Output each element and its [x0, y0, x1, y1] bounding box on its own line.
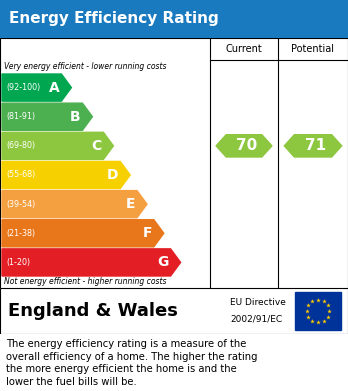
Text: G: G [157, 255, 168, 269]
Text: Current: Current [226, 44, 262, 54]
Polygon shape [284, 135, 342, 157]
Text: (92-100): (92-100) [6, 83, 40, 92]
Polygon shape [216, 135, 272, 157]
Polygon shape [2, 249, 181, 276]
Text: A: A [49, 81, 60, 95]
Text: 70: 70 [236, 138, 258, 153]
Bar [295, 292, 341, 330]
Text: F: F [142, 226, 152, 240]
Text: 2002/91/EC: 2002/91/EC [230, 315, 282, 324]
Text: D: D [107, 168, 118, 182]
Text: EU Directive: EU Directive [230, 298, 286, 307]
Text: (21-38): (21-38) [6, 229, 35, 238]
Text: England & Wales: England & Wales [8, 302, 178, 320]
Polygon shape [2, 161, 130, 188]
Text: Not energy efficient - higher running costs: Not energy efficient - higher running co… [4, 277, 166, 286]
Text: the more energy efficient the home is and the: the more energy efficient the home is an… [6, 364, 237, 375]
Text: B: B [70, 110, 80, 124]
Text: lower the fuel bills will be.: lower the fuel bills will be. [6, 377, 137, 387]
Text: Very energy efficient - lower running costs: Very energy efficient - lower running co… [4, 62, 166, 71]
Text: C: C [91, 139, 101, 153]
Polygon shape [2, 74, 71, 101]
Polygon shape [2, 103, 93, 130]
Polygon shape [2, 132, 113, 160]
Text: 71: 71 [306, 138, 326, 153]
Text: (39-54): (39-54) [6, 200, 35, 209]
Text: (69-80): (69-80) [6, 142, 35, 151]
Text: overall efficiency of a home. The higher the rating: overall efficiency of a home. The higher… [6, 352, 258, 362]
Text: (55-68): (55-68) [6, 170, 35, 179]
Text: Energy Efficiency Rating: Energy Efficiency Rating [9, 11, 219, 27]
Text: (81-91): (81-91) [6, 112, 35, 121]
Polygon shape [2, 190, 147, 218]
Text: E: E [126, 197, 135, 211]
Text: (1-20): (1-20) [6, 258, 30, 267]
Text: Potential: Potential [292, 44, 334, 54]
Polygon shape [2, 220, 164, 247]
Text: The energy efficiency rating is a measure of the: The energy efficiency rating is a measur… [6, 339, 246, 349]
